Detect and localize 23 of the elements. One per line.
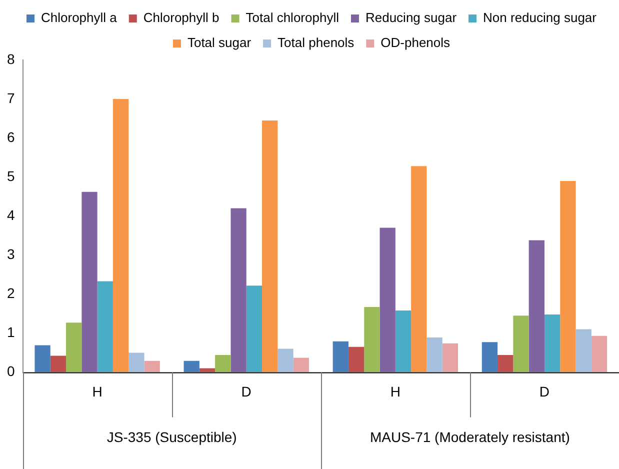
x-tick-label: D — [241, 383, 252, 400]
text: MAUS-71 (Moderately resistant) — [370, 429, 570, 446]
y-tick-label: 7 — [6, 90, 15, 106]
y-tick-label: 8 — [6, 50, 15, 67]
text: JS-335 (Susceptible) — [106, 429, 237, 446]
legend-label: Chlorophyll a — [41, 10, 118, 26]
y-tick-label: 6 — [6, 128, 15, 145]
x-tick-label: H — [92, 383, 102, 400]
y-tick-label: 0 — [6, 363, 15, 380]
legend-label: Total sugar — [187, 35, 252, 50]
x-tick-label: D — [539, 383, 550, 400]
legend-label: OD-phenols — [380, 35, 451, 50]
y-tick-label: 2 — [6, 285, 15, 302]
y-tick-label: 5 — [6, 168, 15, 184]
y-tick-label: 1 — [6, 324, 15, 340]
y-tick-label: 4 — [6, 206, 15, 223]
legend-label: Total chlorophyll — [246, 10, 340, 26]
legend-label: Total phenols — [278, 35, 355, 50]
legend-label: Reducing sugar — [365, 10, 458, 26]
x-tick-label: H — [390, 383, 400, 400]
y-tick-label: 3 — [6, 246, 15, 262]
legend-label: Chlorophyll b — [143, 10, 220, 26]
legend-label: Non reducing sugar — [483, 10, 598, 26]
